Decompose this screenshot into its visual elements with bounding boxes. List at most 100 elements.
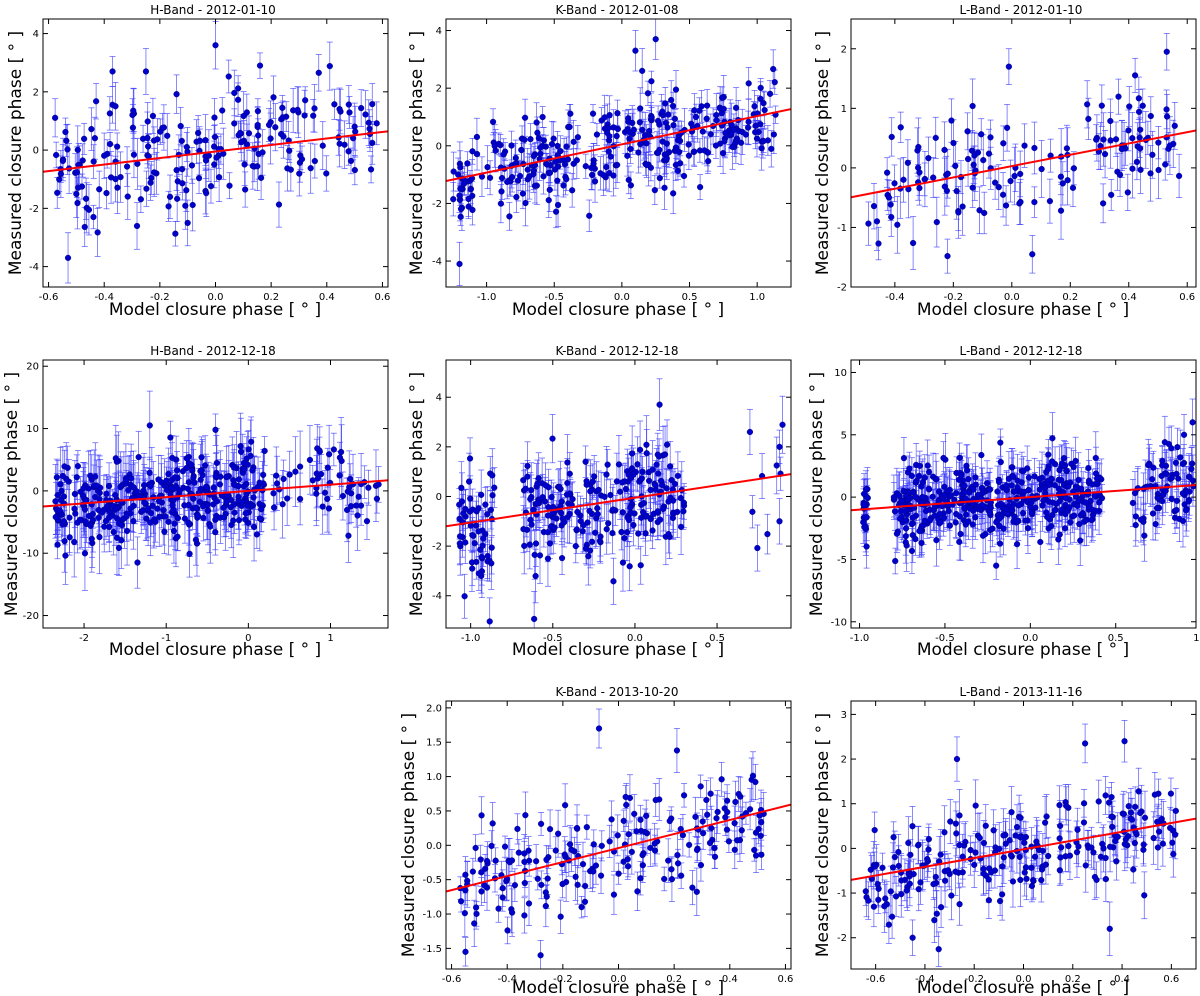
plot-frame xyxy=(445,700,792,970)
data-point xyxy=(753,135,761,142)
data-point xyxy=(935,946,942,953)
data-point xyxy=(258,506,265,513)
data-point xyxy=(539,494,546,501)
data-layer xyxy=(446,378,791,628)
data-point xyxy=(648,114,655,121)
data-point xyxy=(118,522,126,529)
data-point xyxy=(336,105,343,113)
data-point xyxy=(302,97,309,104)
data-point xyxy=(1107,117,1114,125)
data-point xyxy=(473,508,480,515)
data-point xyxy=(94,229,101,236)
data-point xyxy=(1029,251,1036,258)
data-point xyxy=(237,448,245,455)
data-point xyxy=(776,518,783,525)
data-point xyxy=(870,203,878,210)
y-tick-label: 1 xyxy=(841,104,847,115)
data-point xyxy=(128,475,135,482)
data-point xyxy=(58,487,65,495)
data-point xyxy=(352,128,359,135)
data-point xyxy=(643,512,650,519)
data-point xyxy=(248,438,255,445)
data-point xyxy=(885,194,892,201)
data-point xyxy=(177,122,184,130)
y-axis-label: Measured closure phase [ ° ] xyxy=(2,372,22,616)
data-point xyxy=(469,148,476,155)
data-point xyxy=(1149,510,1157,517)
data-point xyxy=(223,498,230,505)
data-point xyxy=(255,132,262,139)
data-point xyxy=(1179,460,1187,467)
data-point xyxy=(530,152,537,160)
data-point xyxy=(477,546,484,553)
data-point xyxy=(760,138,767,145)
x-tick-label: -0.5 xyxy=(544,292,564,303)
data-point xyxy=(915,143,922,151)
data-point xyxy=(537,150,544,157)
data-point xyxy=(944,867,952,874)
data-point xyxy=(751,103,758,110)
data-point xyxy=(373,495,381,502)
data-point xyxy=(601,493,608,500)
data-point xyxy=(1127,809,1135,816)
data-point xyxy=(137,196,144,203)
data-point xyxy=(972,849,979,856)
data-point xyxy=(1098,102,1105,109)
data-point xyxy=(457,205,465,213)
data-point xyxy=(865,220,872,227)
data-point xyxy=(455,171,462,178)
data-point xyxy=(1168,474,1175,482)
data-point xyxy=(194,512,202,519)
data-point xyxy=(473,522,480,529)
data-point xyxy=(375,481,382,488)
data-point xyxy=(237,129,244,137)
data-point xyxy=(757,95,764,102)
data-point xyxy=(473,910,480,917)
data-point xyxy=(146,422,153,429)
data-point xyxy=(211,114,218,121)
data-point xyxy=(539,113,546,121)
data-point xyxy=(530,167,537,174)
data-point xyxy=(1112,136,1120,143)
data-point xyxy=(1015,502,1022,509)
data-point xyxy=(623,529,631,536)
data-point xyxy=(724,797,731,804)
data-point xyxy=(630,471,637,478)
data-point xyxy=(113,515,121,522)
data-point xyxy=(172,230,179,237)
data-point xyxy=(56,507,63,514)
data-point xyxy=(991,867,999,874)
data-point xyxy=(306,456,314,464)
panel-l-band-2012-01-10: L-Band - 2012-01-10 Model closure phase … xyxy=(813,3,1197,320)
data-point xyxy=(143,515,150,522)
data-point xyxy=(365,484,372,491)
data-point xyxy=(1003,482,1010,489)
data-point xyxy=(970,161,977,168)
y-tick-label: 0.0 xyxy=(426,841,442,852)
data-point xyxy=(1163,113,1171,120)
data-point xyxy=(1125,803,1132,810)
data-point xyxy=(593,131,601,138)
data-point xyxy=(468,559,476,566)
data-point xyxy=(768,145,775,152)
data-point xyxy=(953,510,960,518)
data-point xyxy=(622,793,629,801)
data-point xyxy=(706,839,714,847)
data-point xyxy=(586,507,593,515)
data-point xyxy=(974,149,982,156)
y-tick-label: 0 xyxy=(33,486,39,497)
data-point xyxy=(980,865,987,872)
data-point xyxy=(1175,172,1183,180)
data-point xyxy=(905,839,912,847)
data-point xyxy=(185,519,192,526)
data-point xyxy=(676,148,683,156)
data-point xyxy=(270,490,277,497)
data-point xyxy=(668,866,675,873)
data-point xyxy=(1135,95,1142,102)
data-point xyxy=(173,91,180,98)
data-point xyxy=(52,114,59,121)
data-point xyxy=(758,145,765,152)
data-point xyxy=(924,855,931,863)
data-point xyxy=(211,143,218,150)
data-point xyxy=(946,522,954,529)
